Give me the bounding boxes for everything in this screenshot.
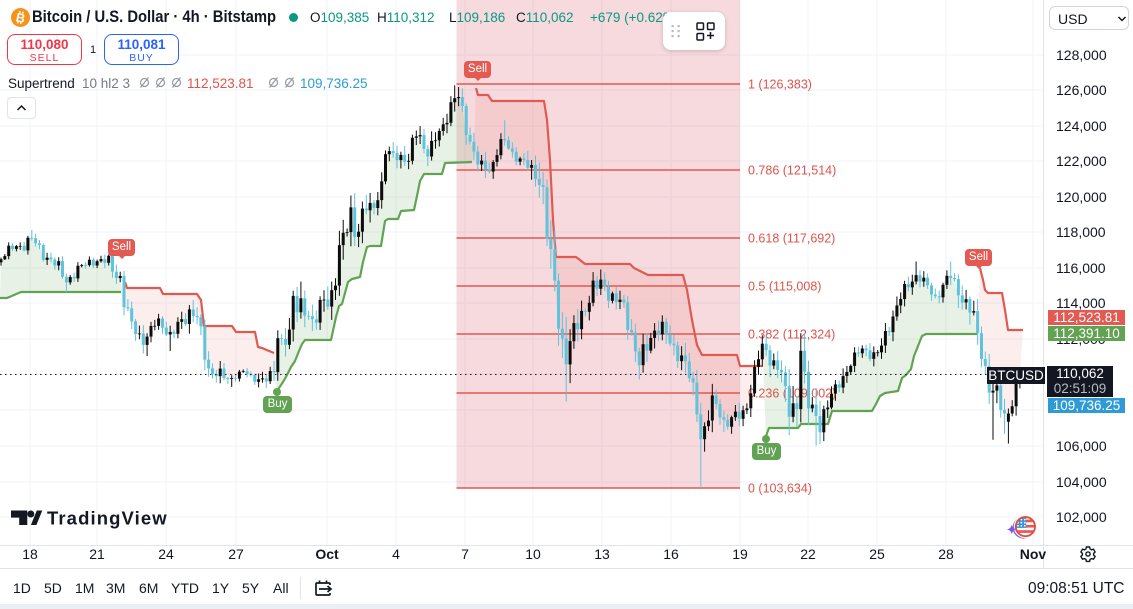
svg-text:0.382 (112,324): 0.382 (112,324) [748,328,835,342]
svg-text:0 (103,634): 0 (103,634) [748,482,812,496]
svg-text:0.618 (117,692): 0.618 (117,692) [748,232,835,246]
svg-text:B: B [15,10,27,26]
svg-text:0.236 (109,002): 0.236 (109,002) [748,387,836,401]
svg-text:0.5 (115,008): 0.5 (115,008) [748,280,821,294]
svg-text:TradingView: TradingView [47,508,168,529]
svg-text:1 (126,383): 1 (126,383) [748,78,812,92]
svg-text:0.786 (121,514): 0.786 (121,514) [748,164,836,178]
